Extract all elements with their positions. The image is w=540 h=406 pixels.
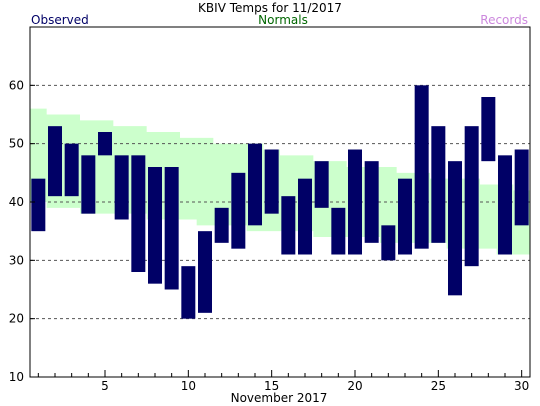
y-tick-label-10: 10	[9, 370, 24, 384]
legend-records: Records	[480, 13, 528, 27]
observed-bar-day-22	[381, 225, 396, 261]
observed-bar-day-17	[298, 178, 312, 255]
observed-bar-day-26	[448, 161, 462, 296]
observed-bar-day-23	[398, 178, 412, 255]
observed-bar-day-11	[198, 231, 212, 313]
y-tick-label-20: 20	[9, 312, 24, 326]
x-tick-label-15: 15	[264, 379, 279, 393]
observed-bar-day-15	[264, 149, 279, 214]
observed-bar-day-21	[364, 161, 379, 243]
x-tick-label-20: 20	[347, 379, 362, 393]
observed-bar-day-20	[348, 149, 362, 255]
observed-bar-day-10	[181, 266, 196, 319]
observed-bar-day-3	[64, 143, 79, 197]
observed-bar-day-29	[498, 155, 512, 255]
y-tick-label-60: 60	[9, 78, 24, 92]
observed-bar-day-4	[81, 155, 96, 214]
observed-bar-day-18	[314, 161, 329, 208]
observed-bar-day-30	[514, 149, 529, 226]
observed-bar-day-13	[231, 172, 246, 249]
observed-bar-day-5	[98, 132, 112, 156]
observed-bar-day-16	[281, 196, 296, 255]
y-tick-label-40: 40	[9, 195, 24, 209]
observed-bar-day-7	[131, 155, 146, 272]
x-tick-label-30: 30	[514, 379, 529, 393]
observed-bar-day-27	[464, 126, 479, 267]
y-tick-label-50: 50	[9, 137, 24, 151]
observed-bar-day-2	[48, 126, 62, 197]
legend-observed: Observed	[31, 13, 89, 27]
chart-title: KBIV Temps for 11/2017	[198, 1, 342, 15]
observed-bar-day-25	[431, 126, 446, 243]
x-tick-label-10: 10	[181, 379, 196, 393]
x-tick-label-25: 25	[431, 379, 446, 393]
observed-bar-day-9	[164, 167, 179, 290]
observed-bar-day-8	[148, 167, 162, 284]
observed-bar-day-24	[414, 85, 429, 249]
observed-bar-day-14	[248, 143, 262, 226]
plot-area: 5 10 15 20 25 30 10 20 30 40 50 60	[9, 26, 531, 393]
x-tick-label-5: 5	[101, 379, 109, 393]
observed-bar-day-19	[331, 207, 346, 255]
y-tick-label-30: 30	[9, 253, 24, 267]
x-axis-label: November 2017	[231, 391, 328, 405]
observed-bar-day-6	[114, 155, 129, 220]
observed-bar-day-1	[31, 178, 46, 232]
observed-bar-day-28	[481, 97, 496, 162]
observed-bar-day-12	[214, 207, 229, 243]
legend-normals: Normals	[258, 13, 308, 27]
